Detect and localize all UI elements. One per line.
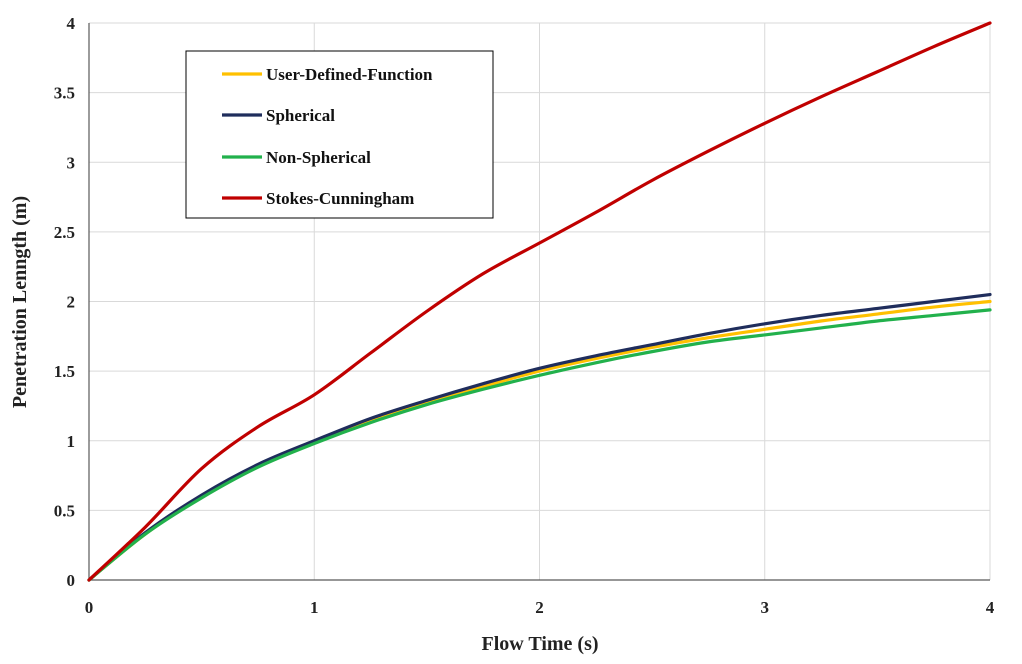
y-tick-label-8: 4 xyxy=(67,14,76,33)
y-tick-label-0: 0 xyxy=(67,571,76,590)
y-axis-title: Penetration Lenngth (m) xyxy=(9,196,31,408)
x-tick-label-2: 2 xyxy=(535,598,544,617)
legend-label-spherical: Spherical xyxy=(266,106,335,125)
y-tick-label-3: 1.5 xyxy=(54,362,75,381)
x-tick-label-3: 3 xyxy=(761,598,770,617)
legend-label-non-spherical: Non-Spherical xyxy=(266,148,371,167)
legend-box xyxy=(185,50,494,219)
series-line-spherical xyxy=(87,292,992,582)
x-tick-label-4: 4 xyxy=(986,598,995,617)
y-tick-labels: 0 0.5 1 1.5 2 2.5 3 3.5 4 xyxy=(54,14,76,590)
x-tick-label-0: 0 xyxy=(85,598,94,617)
y-tick-label-4: 2 xyxy=(67,293,76,312)
y-tick-label-6: 3 xyxy=(67,153,76,172)
series-lines xyxy=(87,21,992,582)
x-axis-title: Flow Time (s) xyxy=(481,633,598,655)
y-tick-label-1: 0.5 xyxy=(54,501,75,520)
legend-label-stokes-cunningham: Stokes-Cunningham xyxy=(266,189,414,208)
axes xyxy=(88,23,990,581)
y-tick-label-5: 2.5 xyxy=(54,223,75,242)
legend: User-Defined-Function Spherical Non-Spheri… xyxy=(185,50,494,219)
x-tick-label-1: 1 xyxy=(310,598,319,617)
y-tick-label-7: 3.5 xyxy=(54,84,75,103)
x-tick-labels: 0 1 2 3 4 xyxy=(85,598,995,617)
series-line-non-spherical xyxy=(87,308,992,582)
series-line-stokes-cunningham xyxy=(87,21,992,582)
legend-label-user-defined-function: User-Defined-Function xyxy=(266,65,433,84)
y-tick-label-2: 1 xyxy=(67,432,76,451)
